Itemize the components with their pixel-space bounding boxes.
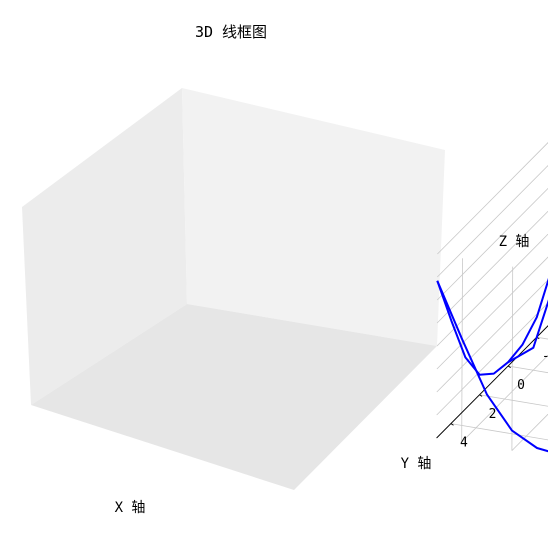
floor-grid-line <box>479 394 548 407</box>
x-tick-mark <box>450 423 454 426</box>
axes <box>436 325 548 439</box>
x-tick-mark <box>479 394 483 397</box>
back-panes <box>22 88 445 490</box>
left-pane-grid-line <box>436 233 548 347</box>
left-pane-grid-line <box>436 187 548 301</box>
wire-line-along-x <box>436 277 548 376</box>
wireframe-series <box>436 277 548 453</box>
left-pane-grid-line <box>436 279 548 393</box>
left-pane-grid-line <box>437 142 548 255</box>
x-tick-label: 4 <box>460 436 468 451</box>
chart-title: 3D 线框图 <box>195 23 267 41</box>
y-axis-label: Y 轴 <box>401 456 432 472</box>
floor-pane <box>31 304 437 490</box>
x-axis-line <box>436 325 548 439</box>
left-pane-grid-line <box>437 164 548 278</box>
floor-grid-line <box>450 423 548 441</box>
left-pane <box>22 88 187 405</box>
x-axis-label: X 轴 <box>115 500 146 516</box>
z-axis-label: Z 轴 <box>499 234 530 250</box>
x-tick-label: 2 <box>489 407 497 422</box>
floor-grid-line <box>508 365 548 374</box>
floor-grid-line <box>511 413 548 451</box>
x-tick-label: 0 <box>517 378 525 393</box>
floor-grid-line <box>461 354 548 443</box>
x-tick-mark <box>507 365 511 368</box>
right-pane <box>182 88 445 346</box>
left-pane-grid-line <box>436 302 548 416</box>
left-pane-grid-line <box>436 210 548 324</box>
wire-line-along-y <box>436 280 548 453</box>
x-tick-label: -2 <box>542 349 548 364</box>
